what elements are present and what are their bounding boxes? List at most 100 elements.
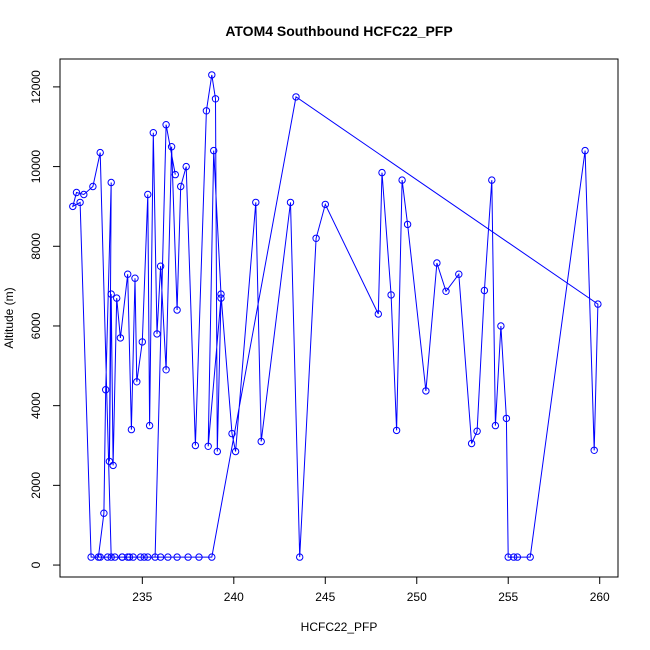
x-tick-label: 235 [132, 590, 152, 604]
data-point [217, 294, 225, 302]
data-point [136, 553, 145, 561]
x-tick-label: 255 [498, 590, 518, 604]
data-point [590, 446, 598, 454]
data-point [195, 553, 203, 561]
data-point [422, 387, 430, 395]
data-point [173, 553, 181, 561]
data-point [140, 553, 148, 561]
data-point [167, 143, 176, 151]
data-point [398, 176, 406, 184]
data-point [286, 198, 295, 207]
y-tick-label: 12000 [29, 70, 43, 104]
data-point [497, 322, 505, 330]
data-point [116, 334, 125, 342]
data-point [164, 553, 172, 561]
y-tick-label: 4000 [29, 392, 43, 419]
x-axis: 235 240 245 250 255 260 [132, 577, 610, 604]
data-point [124, 270, 132, 278]
data-point [296, 553, 304, 561]
data-point [467, 439, 476, 448]
data-point [138, 338, 147, 346]
data-point [127, 425, 136, 434]
data-point [455, 270, 463, 278]
y-tick-label: 2000 [29, 472, 43, 499]
data-point [145, 421, 154, 430]
data-point [504, 553, 512, 561]
data-point [149, 129, 158, 137]
data-point [374, 310, 382, 318]
data-point [107, 290, 115, 298]
data-point [228, 429, 236, 438]
data-point [202, 107, 211, 115]
data-point [103, 553, 112, 561]
data-point [191, 441, 200, 450]
data-point [321, 200, 329, 209]
data-point [100, 509, 108, 517]
data-point [118, 553, 126, 561]
data-point [513, 553, 522, 561]
data-point [151, 553, 159, 561]
data-point [403, 220, 412, 229]
plot-frame [59, 58, 619, 578]
data-point [252, 198, 260, 207]
data-point [171, 170, 180, 179]
y-tick-label: 6000 [29, 312, 43, 339]
x-tick-label: 260 [590, 590, 610, 604]
data-point [107, 553, 115, 561]
data-point [173, 306, 181, 314]
data-point [111, 553, 119, 561]
data-point [210, 146, 218, 155]
data-point [231, 447, 240, 456]
data-point [144, 553, 152, 561]
x-tick-label: 245 [315, 590, 335, 604]
y-tick-label: 0 [29, 561, 43, 568]
data-point [491, 421, 500, 430]
data-point [89, 182, 97, 191]
data-point [211, 95, 220, 103]
data-point [87, 553, 95, 561]
data-point [113, 294, 121, 302]
data-point [213, 447, 222, 456]
data-point [488, 176, 496, 184]
data-point [105, 457, 114, 466]
marker-layer [69, 71, 602, 561]
data-point [208, 553, 216, 561]
data-point [378, 168, 386, 177]
data-point [124, 553, 132, 561]
y-tick-label: 8000 [29, 233, 43, 260]
data-point [177, 182, 185, 191]
y-axis-label: Altitude (m) [2, 287, 16, 348]
data-point [480, 286, 489, 295]
chart-title: ATOM4 Southbound HCFC22_PFP [225, 23, 452, 39]
data-point [131, 274, 139, 282]
data-point [109, 461, 117, 470]
data-point [442, 287, 450, 295]
data-point [184, 553, 192, 561]
y-tick-label: 10000 [29, 150, 43, 184]
data-point [69, 202, 77, 211]
data-point [594, 300, 602, 308]
x-tick-label: 240 [224, 590, 244, 604]
data-point [129, 553, 137, 561]
data-point [387, 291, 395, 299]
data-point [581, 146, 589, 155]
data-point [144, 190, 152, 199]
data-point [292, 93, 300, 101]
data-point [182, 162, 190, 171]
data-point [96, 148, 104, 157]
data-point [312, 234, 320, 243]
data-point [217, 290, 225, 298]
data-point [76, 198, 84, 207]
data-point [208, 71, 216, 79]
data-point [392, 426, 401, 435]
data-point [153, 330, 161, 338]
data-point [204, 442, 212, 450]
data-point [257, 437, 265, 446]
data-point [133, 378, 141, 386]
y-axis: 0 2000 4000 6000 8000 10000 12000 [29, 70, 60, 568]
x-axis-label: HCFC22_PFP [301, 620, 378, 634]
data-point [102, 386, 110, 394]
data-point [162, 121, 170, 129]
